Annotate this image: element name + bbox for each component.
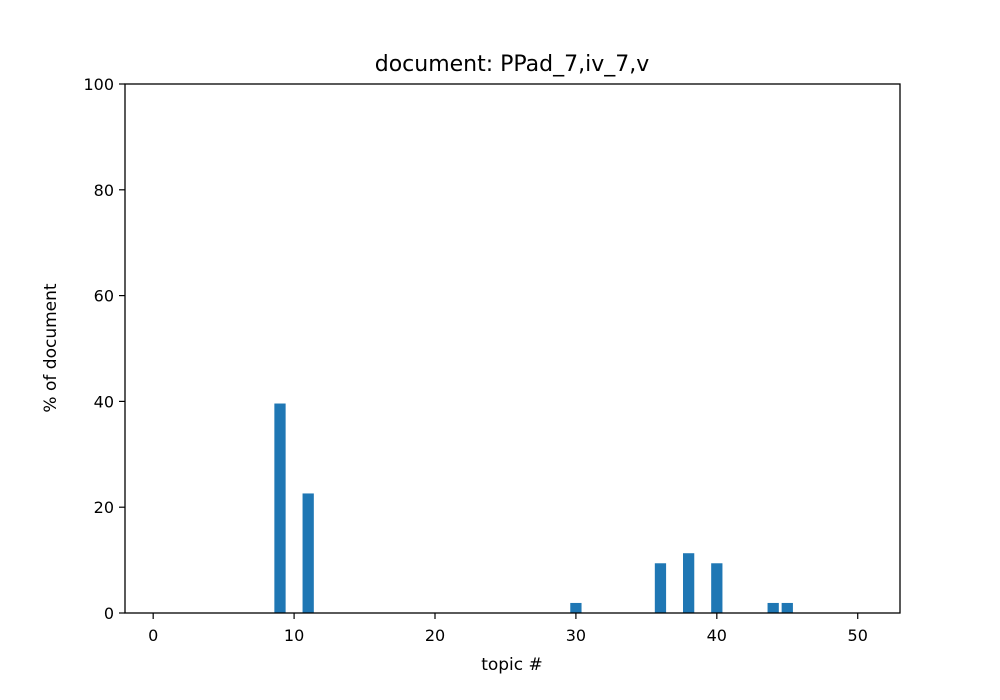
bar-topic-30	[570, 602, 582, 613]
x-tick-label: 20	[425, 626, 445, 645]
bar-topic-9	[274, 403, 286, 613]
chart-title: document: PPad_7,iv_7,v	[375, 52, 650, 77]
bar-topic-45	[781, 602, 793, 613]
bar-topic-40	[711, 563, 723, 613]
y-tick-label: 0	[104, 604, 114, 623]
bars-group	[274, 403, 793, 613]
x-tick-label: 40	[707, 626, 727, 645]
y-tick-label: 100	[83, 75, 114, 94]
y-tick-label: 40	[94, 392, 114, 411]
plot-frame	[124, 83, 901, 614]
y-axis-ticks: 0 20 40 60 80 100	[83, 75, 125, 623]
bar-topic-38	[683, 553, 695, 613]
bar-topic-44	[767, 602, 779, 613]
x-axis-label: topic #	[481, 655, 543, 675]
x-tick-label: 0	[148, 626, 158, 645]
x-axis-ticks: 0 10 20 30 40 50	[148, 613, 868, 645]
bar-topic-36	[654, 563, 667, 613]
y-axis-label: % of document	[41, 283, 61, 412]
y-tick-label: 20	[94, 498, 114, 517]
y-tick-label: 60	[94, 287, 114, 306]
y-tick-label: 80	[94, 181, 114, 200]
x-tick-label: 30	[566, 626, 586, 645]
x-tick-label: 10	[284, 626, 304, 645]
x-tick-label: 50	[848, 626, 868, 645]
bar-topic-11	[302, 493, 314, 613]
